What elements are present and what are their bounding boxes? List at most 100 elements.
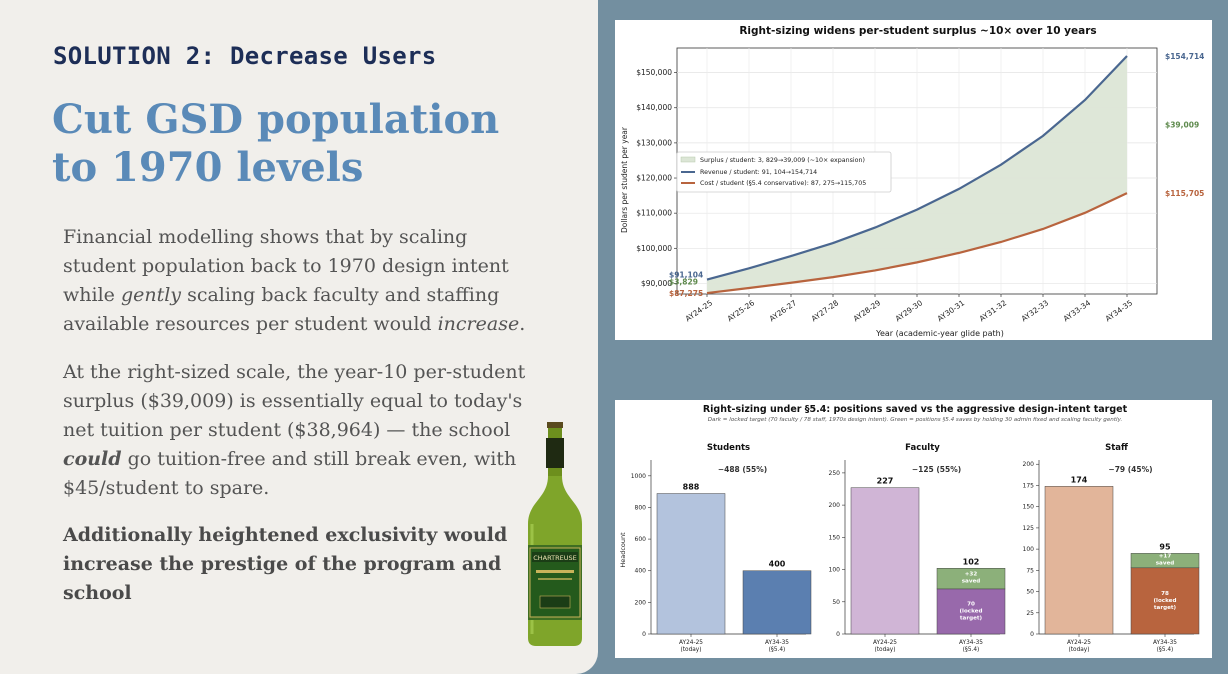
y-tick-label: $140,000	[636, 103, 672, 112]
bottle-label-text: CHARTREUSE	[533, 554, 577, 562]
bar-saved-label: +32	[965, 572, 978, 578]
line-chart-x-axis-label: Year (academic-year glide path)	[875, 329, 1004, 338]
bar-y-tick-label: 125	[1023, 525, 1035, 532]
legend-surplus: Surplus / student: 3, 829→39,009 (~10× e…	[700, 157, 865, 164]
bar-positions-saved	[1130, 553, 1200, 569]
bar-x-tick-label: AY34-35	[1153, 640, 1177, 646]
bar-locked-label: 70	[967, 601, 975, 607]
bar-change-label: −79 (45%)	[1108, 465, 1152, 474]
bar-locked-label: (locked	[1153, 598, 1176, 604]
line-chart-annotations: $91,104$3,829 $87,275 $154,714 $39,009 $115,…	[669, 52, 1204, 298]
x-tick-label: AY27-28	[810, 298, 841, 323]
x-tick-label: AY24-25	[684, 298, 715, 323]
bar-value-label: 102	[963, 557, 980, 566]
bar-value-label: 888	[683, 483, 700, 492]
bar-x-tick-label: AY34-35	[959, 640, 983, 646]
bar	[742, 570, 812, 635]
title-line-2: to 1970 levels	[52, 144, 364, 191]
bar-y-tick-label: 175	[1023, 482, 1035, 489]
bar-positions-saved	[936, 568, 1006, 590]
text-panel: SOLUTION 2: Decrease Users Cut GSD popul…	[0, 0, 598, 674]
bar-change-label: −488 (55%)	[718, 465, 767, 474]
legend-revenue: Revenue / student: 91, 104→154,714	[700, 169, 817, 176]
bar-chart-subtitle: Dark = locked target (70 faculty / 78 st…	[708, 417, 1123, 423]
bar-panel-title: Faculty	[905, 443, 940, 453]
y-tick-label: $110,000	[636, 209, 672, 218]
para2-text-a: At the right-sized scale, the year-10 pe…	[63, 361, 526, 441]
bar-locked-label: target)	[960, 615, 983, 621]
headcount-bar-chart: Right-sizing under §5.4: positions saved…	[619, 404, 1200, 653]
title-line-1: Cut GSD population	[52, 96, 500, 143]
bar-locked-label: 78	[1161, 591, 1169, 597]
line-chart-legend: Surplus / student: 3, 829→39,009 (~10× e…	[676, 151, 892, 193]
bar-value-label: 227	[877, 477, 894, 486]
bar-locked-label: (locked	[959, 608, 982, 614]
bar-y-tick-label: 800	[635, 504, 647, 511]
para1-text-c: .	[519, 313, 526, 335]
x-tick-label: AY34-35	[1104, 298, 1135, 323]
bar-panel-students: Students 0 200 400 600 800 1000 −488 (55%) 888 AY…	[631, 443, 812, 653]
para1-emphasis-gently: gently	[120, 284, 182, 306]
line-chart-panel: Right-sizing widens per-student surplus …	[615, 20, 1212, 340]
para1-text-b: scaling back faculty and staffing availa…	[63, 284, 500, 335]
line-chart-x-ticks: AY24-25 AY25-26 AY26-27 AY27-28 AY28-29 AY29-…	[684, 294, 1135, 323]
line-chart-title: Right-sizing widens per-student surplus …	[739, 25, 1096, 37]
bar-y-tick-label: 200	[829, 502, 841, 509]
bar-y-tick-label: 600	[635, 536, 647, 543]
bar-y-tick-label: 0	[1030, 631, 1034, 638]
bar-y-tick-label: 250	[829, 470, 841, 477]
bar-y-tick-label: 25	[1026, 610, 1034, 617]
annotation-end-revenue: $154,714	[1165, 52, 1204, 61]
bar-y-tick-label: 150	[1023, 504, 1035, 511]
line-chart-y-ticks: $90,000 $100,000 $110,000 $120,000 $130,000 $…	[636, 68, 677, 288]
bar-x-tick-label: AY24-25	[1067, 640, 1091, 646]
line-chart-y-axis-label: Dollars per student per year	[620, 126, 629, 233]
bar-value-label: 174	[1071, 475, 1088, 484]
annotation-end-cost: $115,705	[1165, 189, 1204, 198]
bar-x-tick-label: (today)	[1068, 647, 1089, 653]
para1-emphasis-increase: increase	[437, 313, 520, 335]
bar-panel-faculty: Faculty 0 50 100 150 200 250 −125 (55%) 227 AY24-…	[829, 443, 1006, 653]
bar-x-tick-label: (today)	[874, 647, 895, 653]
x-tick-label: AY33-34	[1062, 298, 1093, 323]
bar-x-tick-label: (§5.4)	[963, 647, 980, 653]
bar-y-tick-label: 50	[1026, 589, 1034, 596]
bar-y-tick-label: 75	[1026, 567, 1034, 574]
y-tick-label: $150,000	[636, 68, 672, 77]
bar	[656, 493, 726, 635]
bar-x-tick-label: AY34-35	[765, 640, 789, 646]
bar-y-tick-label: 50	[832, 599, 840, 606]
bar-x-tick-label: (§5.4)	[1157, 647, 1174, 653]
bar-locked-target	[1130, 567, 1200, 635]
bar-chart-panel: Right-sizing under §5.4: positions saved…	[615, 400, 1212, 658]
bar-change-label: −125 (55%)	[912, 465, 961, 474]
y-tick-label: $90,000	[641, 279, 672, 288]
bar-value-label: 400	[769, 560, 786, 569]
para2-text-b: go tuition-free and still break even, wi…	[63, 448, 517, 499]
bar-saved-label: saved	[962, 579, 981, 585]
annotation-start-revenue: $91,104	[669, 271, 703, 280]
annotation-end-surplus: $39,009	[1165, 121, 1199, 130]
bar-value-label: 95	[1159, 542, 1171, 551]
bar-x-tick-label: AY24-25	[679, 640, 703, 646]
slide-kicker: SOLUTION 2: Decrease Users	[53, 42, 437, 70]
bar-locked-label: target)	[1154, 605, 1177, 611]
bar-y-tick-label: 0	[642, 631, 646, 638]
annotation-start-surplus: $3,829	[669, 278, 698, 287]
paragraph-surplus: At the right-sized scale, the year-10 pe…	[63, 358, 543, 503]
bar-y-tick-label: 400	[635, 568, 647, 575]
bar-chart-title: Right-sizing under §5.4: positions saved…	[703, 404, 1128, 415]
legend-swatch-surplus	[680, 156, 696, 163]
paragraph-financial-modelling: Financial modelling shows that by scalin…	[63, 223, 543, 339]
x-tick-label: AY28-29	[852, 298, 883, 323]
para1-text-a: Financial modelling shows that by scalin…	[63, 226, 509, 306]
y-tick-label: $130,000	[636, 138, 672, 147]
legend-cost: Cost / student (§5.4 conservative): 87, …	[700, 180, 866, 187]
bar-y-tick-label: 0	[836, 631, 840, 638]
bar-panel-title: Staff	[1105, 443, 1128, 453]
revenue-line	[706, 55, 1128, 281]
x-tick-label: AY32-33	[1020, 298, 1051, 323]
x-tick-label: AY30-31	[936, 298, 967, 323]
bar-y-tick-label: 100	[829, 567, 841, 574]
